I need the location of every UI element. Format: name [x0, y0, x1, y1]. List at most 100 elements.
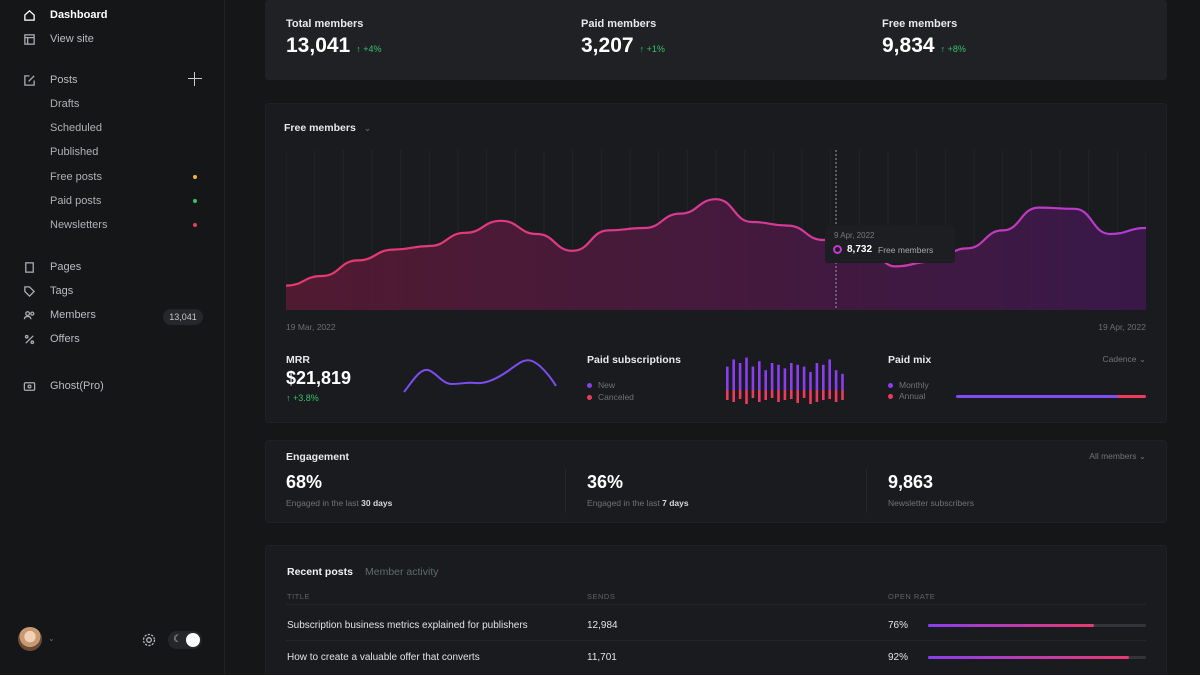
tag-icon [22, 284, 36, 298]
canceled-subscriptions-bar [777, 390, 780, 402]
open-rate-bar [928, 624, 1146, 627]
sidebar-item-label: Posts [50, 74, 78, 86]
new-subscriptions-bar [783, 368, 787, 390]
canceled-subscriptions-bar [802, 390, 806, 398]
members-filter-dropdown[interactable]: All members ⌄ [1089, 451, 1146, 461]
sidebar-subitem-free-posts[interactable]: Free posts [50, 171, 102, 183]
new-subscriptions-bar [770, 363, 774, 390]
legend-annual: Annual [888, 391, 925, 401]
paid-posts-dot [193, 199, 197, 203]
canceled-subscriptions-bar [828, 390, 831, 399]
sidebar-subitem-drafts[interactable]: Drafts [50, 98, 80, 110]
sidebar-item-dashboard[interactable]: Dashboard [22, 5, 207, 25]
cadence-dropdown[interactable]: Cadence ⌄ [1102, 354, 1146, 364]
new-subscriptions-bar [764, 370, 767, 390]
sidebar-item-pages[interactable]: Pages [22, 257, 207, 277]
canceled-subscriptions-bar [745, 390, 748, 404]
sidebar-subitem-scheduled[interactable]: Scheduled [50, 122, 102, 134]
sidebar-subitem-paid-posts[interactable]: Paid posts [50, 195, 102, 207]
engagement-caption: Engaged in the last [587, 498, 663, 508]
tab-member-activity[interactable]: Member activity [365, 566, 439, 578]
avatar[interactable] [18, 627, 42, 651]
new-subscriptions-bar [726, 366, 729, 390]
sidebar-item-ghost-pro[interactable]: Ghost(Pro) [22, 376, 207, 396]
paid-subscriptions-bars[interactable] [724, 354, 848, 404]
sidebar-item-label: Tags [50, 285, 74, 297]
legend-label: Annual [899, 391, 926, 401]
tooltip-unit: Free members [878, 244, 934, 255]
sidebar-item-view-site[interactable]: View site [22, 29, 207, 49]
stat-free-members[interactable]: Free members 9,834 ↑ +8% [882, 18, 966, 58]
canceled-subscriptions-bar [790, 390, 793, 399]
engagement-value: 36% [587, 472, 624, 492]
engagement-caption: Newsletter subscribers [888, 498, 974, 508]
open-rate-bar [928, 656, 1146, 659]
stat-value: 3,207 [581, 34, 634, 57]
canceled-subscriptions-bar [796, 390, 799, 403]
members-icon [22, 308, 36, 322]
gear-icon[interactable] [141, 632, 157, 648]
new-subscriptions-bar [745, 357, 748, 390]
ghost-pro-icon [22, 379, 36, 393]
sidebar-item-posts[interactable]: Posts [22, 70, 207, 90]
new-subscriptions-bar [802, 366, 806, 390]
sidebar-item-offers[interactable]: Offers [22, 329, 207, 349]
stat-label: Total members [286, 18, 364, 30]
chart-metric-selector[interactable]: Free members ⌄ [284, 122, 371, 134]
post-sends: 11,701 [587, 652, 617, 663]
free-members-area-chart[interactable] [286, 150, 1146, 310]
sidebar-item-members[interactable]: Members [22, 305, 207, 325]
sidebar-item-label: Ghost(Pro) [50, 380, 104, 392]
newsletters-dot [193, 223, 197, 227]
chevron-down-icon: ⌄ [363, 123, 372, 133]
sidebar-subitem-published[interactable]: Published [50, 146, 99, 158]
divider [286, 640, 1146, 641]
column-header-title: TITLE [287, 592, 310, 601]
mrr-sparkline[interactable] [402, 356, 562, 396]
dark-mode-toggle[interactable]: ☾ [168, 631, 202, 649]
engagement-title: Engagement [286, 451, 350, 463]
sidebar-subitem-newsletters[interactable]: Newsletters [50, 219, 108, 231]
new-subscriptions-bar [738, 363, 742, 390]
stat-label: Paid members [581, 18, 657, 30]
new-subscriptions-bar [732, 359, 735, 390]
chart-end-date: 19 Apr, 2022 [1098, 322, 1146, 332]
tooltip-date: 9 Apr, 2022 [834, 231, 875, 240]
stat-value: 9,834 [882, 34, 935, 57]
new-subscriptions-bar [777, 364, 780, 390]
canceled-subscriptions-bar [758, 390, 761, 402]
post-open-rate: 92% [888, 652, 909, 663]
toggle-knob [186, 633, 200, 647]
stat-value: 13,041 [286, 34, 351, 57]
mrr-value: $21,819 [286, 368, 352, 388]
post-title[interactable]: Subscription business metrics explained … [287, 620, 528, 631]
mrr-change: ↑ +3.8% [286, 393, 319, 403]
tab-recent-posts[interactable]: Recent posts [287, 566, 353, 578]
add-post-button[interactable] [188, 72, 202, 86]
chart-start-date: 19 Mar, 2022 [286, 322, 336, 332]
engagement-caption: Engaged in the last [286, 498, 362, 508]
sidebar-item-label: Dashboard [50, 9, 108, 21]
percent-icon [22, 332, 36, 346]
canceled-subscriptions-bar [732, 390, 735, 402]
stat-paid-members[interactable]: Paid members 3,207 ↑ +1% [581, 18, 665, 58]
home-icon [22, 8, 36, 22]
chevron-down-icon[interactable]: ⌄ [48, 634, 55, 643]
legend-new: New [587, 380, 615, 390]
open-rate-fill [928, 656, 1129, 659]
canceled-subscriptions-bar [809, 390, 812, 404]
legend-swatch [888, 393, 893, 399]
paid-subscriptions-label: Paid subscriptions [587, 354, 681, 366]
sidebar-item-tags[interactable]: Tags [22, 281, 207, 301]
engagement-period: 30 days [361, 498, 393, 508]
column-header-open-rate: OPEN RATE [888, 592, 936, 601]
canceled-subscriptions-bar [834, 390, 838, 402]
stat-total-members[interactable]: Total members 13,041 ↑ +4% [286, 18, 382, 58]
legend-monthly: Monthly [888, 380, 929, 390]
stat-change: ↑ +1% [639, 44, 665, 54]
canceled-subscriptions-bar [841, 390, 844, 400]
engagement-30-days: 68% Engaged in the last 30 days [286, 472, 392, 508]
post-title[interactable]: How to create a valuable offer that conv… [287, 652, 480, 663]
canceled-subscriptions-bar [738, 390, 742, 399]
paid-mix-label: Paid mix [888, 354, 932, 366]
